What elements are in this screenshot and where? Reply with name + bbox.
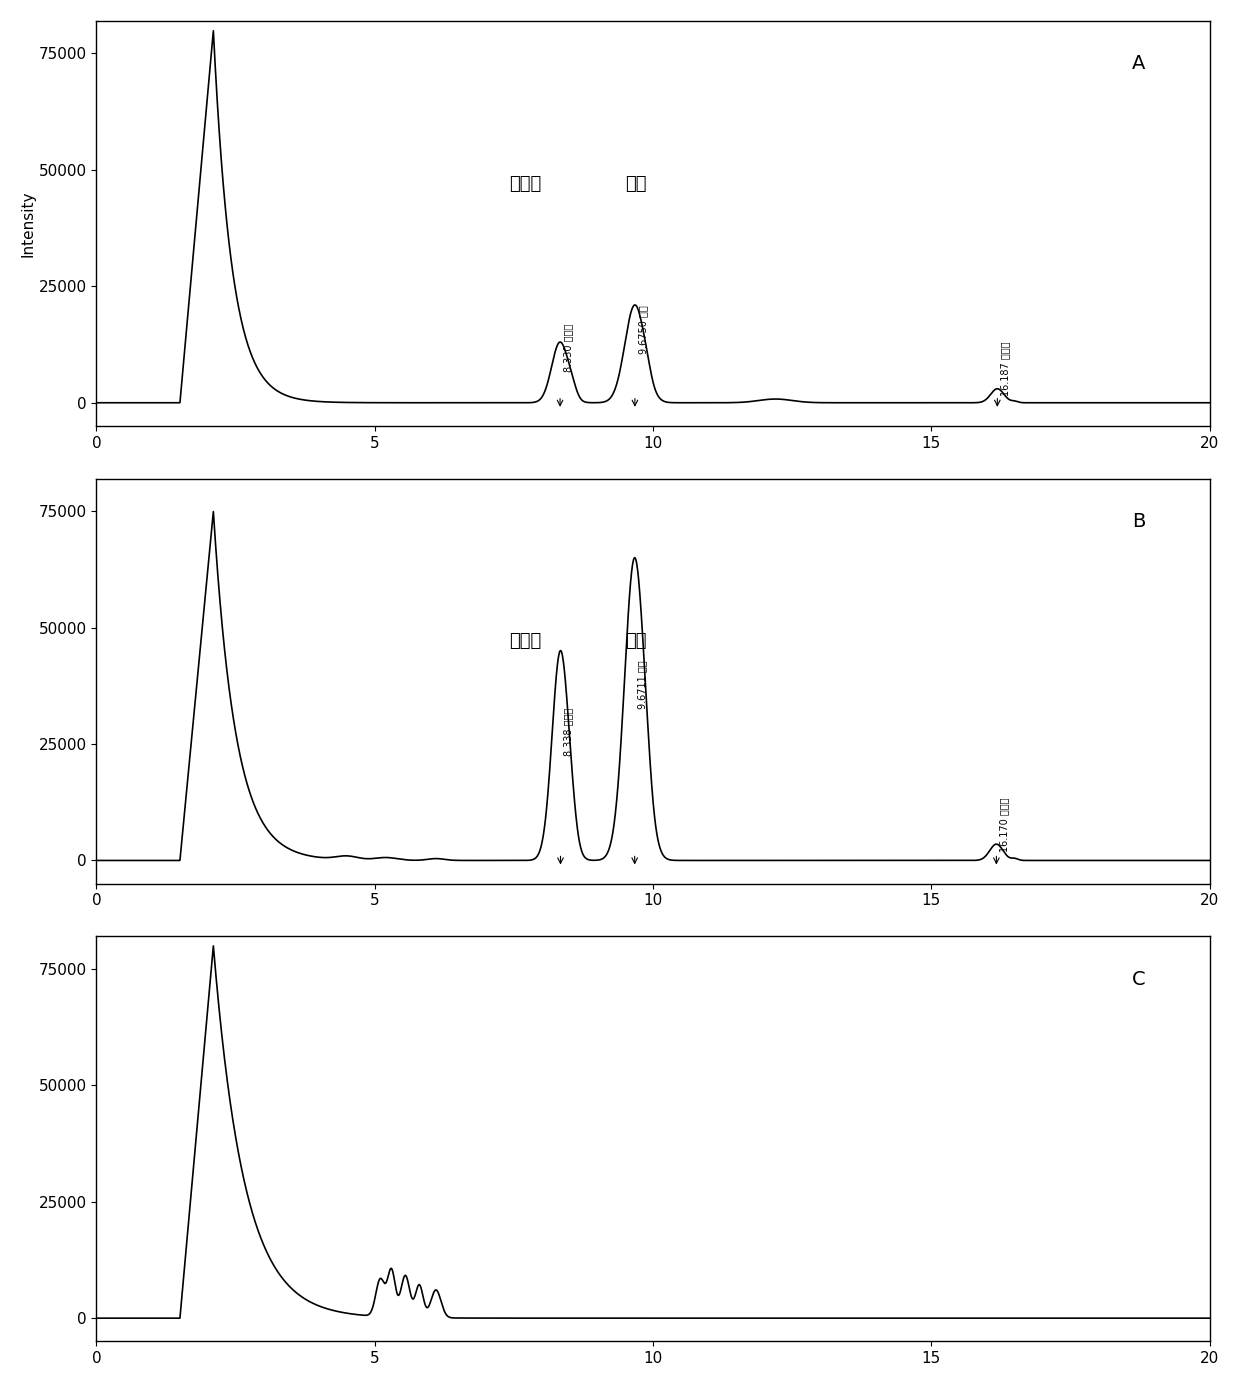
- Text: 异龙脑: 异龙脑: [508, 175, 541, 193]
- Text: 异龙脑: 异龙脑: [508, 632, 541, 651]
- Y-axis label: Intensity: Intensity: [21, 190, 36, 257]
- Text: 8.330 异龙脑: 8.330 异龙脑: [563, 325, 573, 373]
- Text: 龙脑: 龙脑: [625, 632, 647, 651]
- Text: B: B: [1132, 512, 1145, 531]
- Text: 8.338 异龙脑: 8.338 异龙脑: [563, 707, 573, 756]
- Text: C: C: [1132, 970, 1146, 989]
- Text: A: A: [1132, 54, 1145, 74]
- Text: 9.6711 龙脑: 9.6711 龙脑: [637, 660, 647, 709]
- Text: 16.187 脂肪醇: 16.187 脂肪醇: [1001, 341, 1011, 395]
- Text: 9.6750 龙脑: 9.6750 龙脑: [637, 305, 647, 354]
- Text: 龙脑: 龙脑: [625, 175, 647, 193]
- Text: 16.170 脂肪醇: 16.170 脂肪醇: [999, 798, 1009, 852]
